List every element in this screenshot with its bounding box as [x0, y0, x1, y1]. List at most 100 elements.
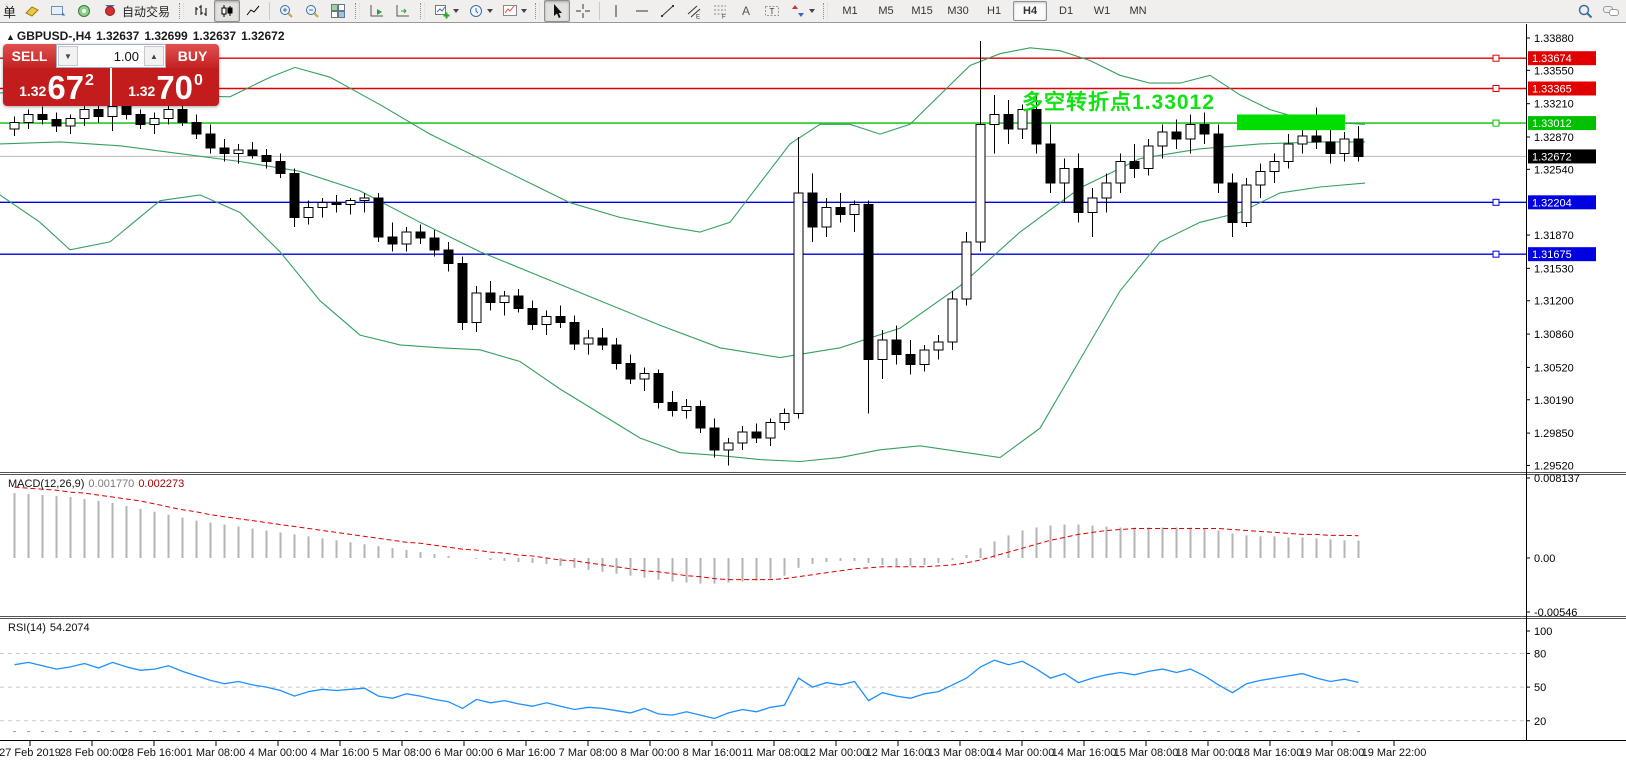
highlight-box[interactable] [1237, 114, 1345, 131]
macd-pane[interactable] [13, 486, 1360, 584]
line-end-marker[interactable] [1492, 250, 1500, 258]
chart-shift-icon[interactable] [364, 0, 390, 22]
vertical-line-icon[interactable] [603, 0, 629, 22]
time-tick-label: 11 Mar 08:00 [742, 747, 806, 759]
price-badge [1528, 195, 1596, 210]
price-badge-label: 1.33674 [1532, 53, 1572, 65]
price-tick-label: 1.32870 [1534, 132, 1574, 144]
candlesticks [9, 40, 1364, 466]
macd-tick-label: 0.008137 [1534, 473, 1580, 485]
price-axis[interactable]: 1.33880 1.33550 1.33210 1.32870 1.32540 1.318… [1526, 33, 1580, 728]
volume-stepper: ▼ 1.00 ▲ [56, 44, 166, 68]
macd-indicator-label: MACD(12,26,9) 0.001770 0.002273 [8, 478, 188, 490]
rsi-line [14, 659, 1359, 720]
text-label-icon[interactable]: T [759, 0, 785, 22]
timeframe-toolbar: M1 M5 M15 M30 H1 H4 D1 W1 MN [832, 1, 1156, 21]
zoom-out-icon[interactable] [299, 0, 325, 22]
volume-decrease-button[interactable]: ▼ [58, 46, 78, 66]
toolbar-text-fragment: 单 [3, 4, 17, 20]
rsi-tick-label: 80 [1534, 648, 1546, 660]
rsi-tick-label: 20 [1534, 716, 1546, 728]
sell-button[interactable]: SELL [3, 44, 56, 68]
macd-tick-label: -0.00546 [1534, 607, 1577, 619]
rsi-name: RSI(14) [8, 622, 46, 634]
fibonacci-icon[interactable]: F [707, 0, 733, 22]
tf-W1[interactable]: W1 [1093, 5, 1111, 17]
svg-text:F: F [722, 15, 726, 20]
autotrading-button[interactable]: 自动交易 [97, 0, 175, 22]
tf-H1[interactable]: H1 [987, 5, 1002, 17]
search-icon[interactable] [1572, 0, 1598, 22]
price-tick-label: 1.33880 [1534, 33, 1574, 45]
tf-H4[interactable]: H4 [1013, 1, 1048, 21]
line-chart-icon[interactable] [240, 0, 266, 22]
chart-canvas[interactable]: 1.33880 1.33550 1.33210 1.32870 1.32540 1.318… [0, 24, 1626, 773]
tf-M15[interactable]: M15 [911, 5, 933, 17]
toolbar-grip[interactable] [420, 3, 426, 19]
zoom-in-icon[interactable] [273, 0, 299, 22]
chat-icon[interactable] [1598, 0, 1624, 22]
new-chart-icon[interactable] [429, 0, 463, 22]
crosshair-icon[interactable] [570, 0, 596, 22]
toolbar-grip[interactable] [355, 3, 361, 19]
toolbar-grip[interactable] [823, 3, 829, 19]
candlestick-chart-icon[interactable] [214, 0, 241, 22]
buy-button[interactable]: BUY [166, 44, 219, 68]
terminal-icon[interactable] [45, 0, 71, 22]
price-pane[interactable] [0, 40, 1526, 466]
line-end-marker[interactable] [1492, 198, 1500, 206]
line-end-marker[interactable] [1492, 54, 1500, 62]
arrows-icon[interactable] [785, 0, 819, 22]
order-icon[interactable] [19, 0, 45, 22]
profiles-icon[interactable] [463, 0, 497, 22]
horizontal-line-icon[interactable] [629, 0, 655, 22]
tf-M1[interactable]: M1 [842, 5, 858, 17]
panel-collapse-icon[interactable]: ▲ [6, 32, 15, 42]
volume-input[interactable]: 1.00 [113, 48, 139, 64]
sell-price-point: 2 [85, 72, 94, 89]
time-tick-label: 13 Mar 08:00 [928, 747, 993, 759]
cursor-icon[interactable] [544, 0, 571, 22]
text-icon[interactable]: A [733, 0, 759, 22]
tile-windows-icon[interactable] [325, 0, 351, 22]
time-tick-label: 4 Mar 16:00 [311, 747, 370, 759]
price-badge [1528, 116, 1596, 131]
macd-signal-value: 0.002273 [138, 478, 185, 490]
price-badge [1528, 247, 1596, 262]
tf-MN[interactable]: MN [1129, 5, 1147, 17]
chart-annotation-text: 多空转折点1.33012 [1022, 91, 1215, 114]
toolbar-grip[interactable] [535, 3, 541, 19]
chart-ohlc-title: ▲ GBPUSD-,H4 1.32637 1.32699 1.32637 1.32672 [6, 29, 290, 43]
buy-price-display[interactable]: 1.32 70 0 [112, 68, 219, 106]
sell-price-display[interactable]: 1.32 67 2 [3, 68, 110, 106]
trendline-icon[interactable] [655, 0, 681, 22]
svg-text:E: E [696, 15, 700, 20]
chart-window: 1.33880 1.33550 1.33210 1.32870 1.32540 1.318… [0, 24, 1626, 773]
price-tick-label: 1.30860 [1534, 329, 1574, 341]
toolbar: 单 自动交易 E F A T M1 M5 M15 [0, 0, 1626, 23]
line-end-marker[interactable] [1492, 84, 1500, 92]
chart-autoscroll-icon[interactable] [390, 0, 416, 22]
time-tick-label: 28 Feb 16:00 [122, 747, 187, 759]
macd-main-value: 0.001770 [88, 478, 135, 490]
line-end-marker[interactable] [1492, 119, 1500, 127]
toolbar-grip[interactable] [179, 3, 185, 19]
time-tick-label: 8 Mar 00:00 [621, 747, 680, 759]
equidistant-channel-icon[interactable]: E [681, 0, 707, 22]
time-tick-label: 19 Mar 08:00 [1300, 747, 1365, 759]
rsi-pane[interactable] [0, 652, 1526, 722]
tf-D1[interactable]: D1 [1059, 5, 1074, 17]
macd-signal-line [14, 486, 1359, 581]
bar-chart-icon[interactable] [188, 0, 214, 22]
tf-M30[interactable]: M30 [947, 5, 969, 17]
dropdown-caret [452, 9, 459, 13]
strategy-tester-icon[interactable] [71, 0, 97, 22]
templates-icon[interactable] [497, 0, 531, 22]
tf-M5[interactable]: M5 [878, 5, 894, 17]
volume-increase-button[interactable]: ▲ [144, 46, 164, 66]
ohlc-low: 1.32637 [192, 29, 237, 43]
buy-price-main: 1.32 [128, 83, 156, 99]
svg-text:T: T [770, 7, 775, 16]
